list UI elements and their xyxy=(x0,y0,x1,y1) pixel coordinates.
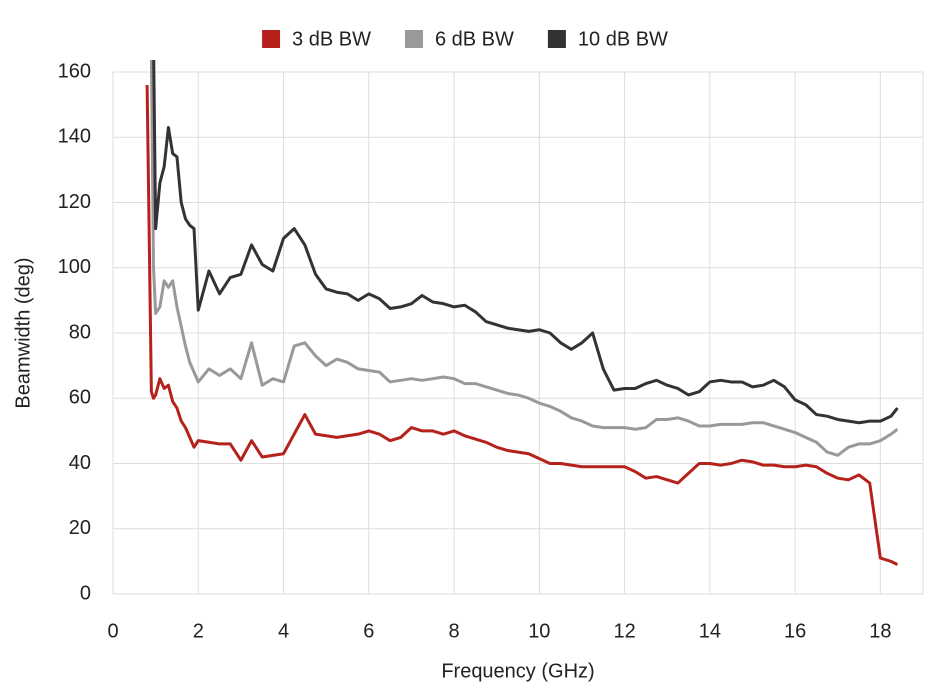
legend-label: 10 dB BW xyxy=(578,28,668,50)
plot-area xyxy=(145,60,899,566)
y-tick-label: 160 xyxy=(58,60,91,82)
x-tick-label: 12 xyxy=(613,620,635,642)
x-axis-label: Frequency (GHz) xyxy=(441,660,594,682)
x-tick-label: 14 xyxy=(699,620,721,642)
y-tick-label: 100 xyxy=(58,256,91,278)
y-tick-label: 20 xyxy=(69,517,91,539)
y-tick-label: 60 xyxy=(69,387,91,409)
x-tick-label: 6 xyxy=(363,620,374,642)
x-tick-label: 18 xyxy=(869,620,891,642)
y-tick-label: 80 xyxy=(69,321,91,343)
legend-swatch xyxy=(547,30,566,48)
x-tick-label: 4 xyxy=(278,620,289,642)
x-tick-label: 16 xyxy=(784,620,806,642)
legend: 3 dB BW 6 dB BW 10 dB BW xyxy=(262,28,668,50)
y-tick-label: 0 xyxy=(80,582,91,604)
y-tick-label: 40 xyxy=(69,452,91,474)
legend-label: 3 dB BW xyxy=(292,28,371,50)
y-tick-label: 120 xyxy=(58,191,91,213)
legend-swatch xyxy=(404,30,423,48)
x-tick-label: 10 xyxy=(528,620,550,642)
series-line xyxy=(145,85,899,566)
x-tick-label: 8 xyxy=(448,620,459,642)
x-tick-label: 2 xyxy=(193,620,204,642)
series-line xyxy=(152,60,899,425)
x-tick-label: 0 xyxy=(107,620,118,642)
legend-label: 6 dB BW xyxy=(435,28,514,50)
series-line xyxy=(149,60,899,457)
legend-swatch xyxy=(262,30,281,48)
y-axis-label: Beamwidth (deg) xyxy=(12,257,34,408)
y-tick-label: 140 xyxy=(58,126,91,148)
